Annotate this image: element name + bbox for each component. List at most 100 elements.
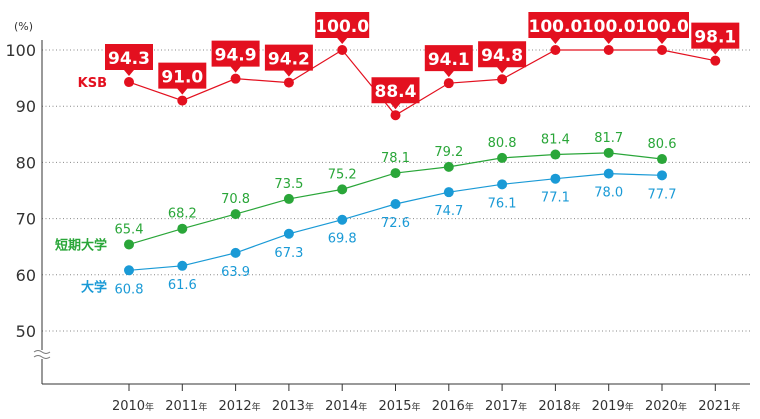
ksb-label-2021: 98.1 — [694, 28, 736, 48]
x-tick-2016: 2016年 — [432, 399, 474, 414]
ksb-label-2017: 94.8 — [481, 46, 523, 66]
point-2-2010 — [124, 265, 134, 276]
point-0-2014 — [337, 45, 348, 55]
tandai-label-2013: 73.5 — [274, 177, 303, 192]
point-0-2016 — [443, 78, 454, 89]
tandai-label-2015: 78.1 — [381, 151, 410, 166]
point-0-2019 — [603, 45, 614, 55]
point-1-2015 — [390, 168, 401, 179]
x-tick-2015: 2015年 — [378, 399, 420, 414]
daigaku-label-2019: 78.0 — [594, 186, 623, 201]
daigaku-label-2011: 61.6 — [168, 278, 197, 293]
point-0-2013 — [283, 77, 294, 88]
ksb-callout-box — [635, 12, 689, 44]
tandai-label-2019: 81.7 — [594, 131, 623, 146]
tandai-label-2017: 80.8 — [488, 136, 517, 151]
ksb-callout-box — [581, 12, 636, 44]
point-2-2016 — [443, 187, 454, 198]
x-tick-2013: 2013年 — [272, 399, 314, 414]
axis-break-gap — [34, 350, 50, 359]
daigaku-label-2013: 67.3 — [274, 246, 303, 261]
ksb-callout-2015: 88.4 — [371, 77, 420, 110]
point-0-2020 — [657, 45, 667, 55]
y-tick-70: 70 — [16, 210, 36, 229]
x-tick-2014: 2014年 — [325, 399, 367, 414]
point-2-2018 — [550, 173, 561, 184]
series-name-1: 短期大学 — [55, 237, 107, 253]
x-tick-2020: 2020年 — [645, 399, 687, 414]
ksb-label-2011: 91.0 — [161, 68, 203, 88]
point-0-2021 — [710, 55, 721, 66]
x-tick-2011: 2011年 — [165, 399, 207, 414]
point-1-2018 — [550, 149, 561, 160]
daigaku-label-2015: 72.6 — [381, 216, 410, 231]
y-tick-50: 50 — [16, 322, 36, 341]
x-tick-2018: 2018年 — [538, 399, 580, 414]
point-1-2017 — [497, 152, 508, 163]
point-0-2011 — [177, 95, 188, 106]
point-0-2010 — [124, 77, 134, 88]
point-0-2017 — [497, 74, 508, 85]
tandai-label-2020: 80.6 — [648, 137, 677, 152]
point-2-2019 — [603, 168, 614, 179]
ksb-callout-2019: 100.0 — [581, 12, 636, 44]
x-tick-2017: 2017年 — [485, 399, 527, 414]
daigaku-label-2018: 77.1 — [541, 191, 570, 206]
axis-break-wave-top — [33, 350, 51, 354]
tandai-label-2011: 68.2 — [168, 207, 197, 222]
ksb-callout-2017: 94.8 — [478, 41, 527, 74]
ksb-label-2020: 100.0 — [635, 17, 689, 37]
point-2-2012 — [230, 247, 241, 258]
series-1 — [124, 147, 667, 250]
ksb-callout-box — [424, 45, 473, 78]
point-2-2011 — [177, 260, 188, 271]
point-1-2010 — [124, 239, 134, 250]
ksb-label-2019: 100.0 — [582, 17, 636, 37]
point-0-2018 — [550, 45, 561, 55]
series-name-2: 大学 — [81, 279, 107, 295]
series-name-0: KSB — [78, 76, 107, 91]
x-tick-2019: 2019年 — [592, 399, 634, 414]
tandai-label-2014: 75.2 — [328, 167, 357, 182]
ksb-callout-box — [105, 44, 153, 77]
x-tick-labels: 2010年 2011年 2012年 2013年 2014年 2015年 2016年 2017年… — [112, 399, 740, 414]
ksb-callout-box — [211, 40, 260, 73]
axes: (%) — [14, 20, 750, 391]
ksb-callout-box — [158, 62, 207, 95]
y-axis-unit: (%) — [14, 20, 33, 33]
ksb-callout-2010: 94.3 — [105, 44, 153, 77]
point-1-2012 — [230, 209, 241, 220]
axis-break-mark — [33, 350, 51, 359]
ksb-callout-2021: 98.1 — [691, 22, 740, 55]
ksb-callout-2011: 91.0 — [158, 62, 207, 95]
ksb-label-2010: 94.3 — [108, 49, 150, 69]
point-1-2013 — [283, 193, 294, 204]
x-tick-2012: 2012年 — [219, 399, 261, 414]
ksb-callout-box — [478, 41, 527, 74]
daigaku-label-2014: 69.8 — [328, 232, 357, 247]
y-tick-80: 80 — [16, 153, 36, 172]
series-0 — [124, 45, 721, 121]
ksb-label-2014: 100.0 — [315, 17, 369, 37]
y-tick-labels: 50 60 70 80 90 100 — [5, 41, 36, 341]
tandai-label-2018: 81.4 — [541, 133, 570, 148]
ksb-label-2015: 88.4 — [375, 82, 417, 102]
point-2-2017 — [497, 179, 508, 190]
series-2 — [124, 168, 667, 276]
y-tick-60: 60 — [16, 266, 36, 285]
axis-break-wave-bottom — [33, 355, 51, 359]
ksb-callout-2012: 94.9 — [211, 40, 260, 73]
point-1-2020 — [657, 154, 667, 165]
ksb-callout-2013: 94.2 — [264, 44, 313, 77]
ksb-callout-box — [264, 44, 313, 77]
x-tick-2010: 2010年 — [112, 399, 154, 414]
ksb-callout-box — [691, 22, 740, 55]
point-2-2014 — [337, 214, 348, 225]
series-line-0 — [128, 49, 716, 116]
x-tick-2021: 2021年 — [698, 399, 740, 414]
ksb-callout-box — [315, 12, 370, 44]
daigaku-label-2017: 76.1 — [488, 196, 517, 211]
